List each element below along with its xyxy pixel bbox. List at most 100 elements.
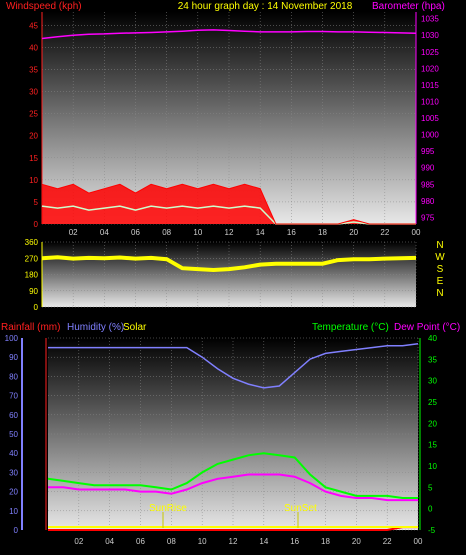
windspeed-tick-label: 0 — [34, 220, 39, 229]
wind-x-tick-label: 22 — [380, 228, 389, 237]
barometer-tick-label: 985 — [421, 180, 435, 189]
temperature-tick-label: 35 — [428, 355, 437, 364]
temperature-tick-label: 25 — [428, 398, 437, 407]
compass-label: S — [437, 264, 444, 275]
rainfall-line — [48, 526, 418, 531]
humidity-line — [48, 343, 419, 389]
humidity-tick-label: 100 — [5, 334, 19, 343]
barometer-line — [41, 29, 417, 40]
compass-label: E — [437, 276, 444, 287]
temperature-x-tick-label: 14 — [259, 537, 268, 546]
humidity-tick-label: 10 — [9, 507, 18, 516]
temperature-x-tick-label: 08 — [167, 537, 176, 546]
sunset-label: SunSet — [284, 503, 317, 514]
windspeed-tick-label: 40 — [29, 43, 38, 52]
direction-tick-label: 180 — [25, 271, 39, 280]
humidity-axis-title: Humidity (%) — [67, 322, 124, 333]
wind-x-tick-label: 10 — [193, 228, 202, 237]
humidity-axis: 0 10 20 30 40 50 60 70 80 90 100 — [5, 334, 47, 535]
windspeed-tick-label: 10 — [29, 176, 38, 185]
humidity-tick-label: 0 — [14, 526, 19, 535]
graph-title: 24 hour graph day : 14 November 2018 — [178, 1, 353, 12]
direction-panel-grid — [42, 241, 417, 308]
humidity-tick-label: 30 — [9, 468, 18, 477]
barometer-tick-label: 995 — [421, 147, 435, 156]
temperature-line — [47, 452, 418, 499]
barometer-tick-label: 990 — [421, 164, 435, 173]
wind-x-tick-label: 14 — [256, 228, 265, 237]
wind-x-tick-label: 20 — [349, 228, 358, 237]
temperature-tick-label: 20 — [428, 419, 437, 428]
dewpoint-line — [48, 473, 418, 502]
temperature-axis-title: Temperature (°C) — [312, 322, 389, 333]
direction-series — [41, 255, 417, 273]
wind-x-tick-label: 16 — [287, 228, 296, 237]
temperature-panel-x-axis: 02 04 06 08 10 12 14 16 18 20 22 00 — [74, 537, 423, 546]
temperature-tick-label: 40 — [428, 334, 437, 343]
temperature-tick-label: -5 — [428, 526, 436, 535]
temperature-x-tick-label: 10 — [198, 537, 207, 546]
windspeed-tick-label: 30 — [29, 88, 38, 97]
humidity-tick-label: 90 — [9, 353, 18, 362]
temperature-tick-label: 15 — [428, 441, 437, 450]
direction-tick-label: 0 — [34, 303, 39, 312]
sunrise-label: SunRise — [149, 503, 187, 514]
windspeed-area — [42, 184, 416, 224]
barometer-tick-label: 1030 — [421, 31, 439, 40]
barometer-tick-label: 1020 — [421, 64, 439, 73]
temperature-tick-label: 5 — [428, 483, 433, 492]
barometer-tick-label: 980 — [421, 197, 435, 206]
windspeed-tick-label: 45 — [29, 21, 38, 30]
temperature-x-tick-label: 22 — [383, 537, 392, 546]
solar-axis-title: Solar — [123, 322, 147, 333]
wind-direction-line — [41, 255, 417, 273]
humidity-tick-label: 70 — [9, 392, 18, 401]
direction-tick-label: 90 — [29, 287, 38, 296]
temperature-tick-label: 0 — [428, 505, 433, 514]
barometer-tick-label: 1035 — [421, 15, 439, 24]
wind-x-tick-label: 04 — [100, 228, 109, 237]
humidity-tick-label: 40 — [9, 449, 18, 458]
dewpoint-axis-title: Dew Point (°C) — [394, 322, 460, 333]
direction-tick-label: 270 — [25, 254, 39, 263]
barometer-axis: 975 980 985 990 995 1000 1005 1010 1015 1020 1025 1… — [415, 12, 439, 224]
temperature-x-tick-label: 20 — [352, 537, 361, 546]
barometer-axis-title: Barometer (hpa) — [372, 1, 445, 12]
temperature-tick-label: 30 — [428, 377, 437, 386]
wind-x-tick-label: 06 — [131, 228, 140, 237]
humidity-tick-label: 50 — [9, 430, 18, 439]
barometer-tick-label: 1005 — [421, 114, 439, 123]
compass-label: W — [435, 252, 445, 263]
windspeed-tick-label: 20 — [29, 132, 38, 141]
temperature-x-tick-label: 02 — [74, 537, 83, 546]
windspeed-axis-title: Windspeed (kph) — [6, 1, 82, 12]
temperature-x-tick-label: 18 — [321, 537, 330, 546]
temperature-axis: -5 0 5 10 15 20 25 30 35 40 — [419, 334, 437, 535]
compass-label: N — [436, 288, 443, 299]
temperature-x-tick-label: 16 — [290, 537, 299, 546]
wind-x-tick-label: 18 — [318, 228, 327, 237]
temperature-x-tick-label: 06 — [136, 537, 145, 546]
barometer-tick-label: 1015 — [421, 81, 439, 90]
windspeed-axis: 0 5 10 15 20 25 30 35 40 45 — [29, 12, 43, 229]
direction-tick-label: 360 — [25, 238, 39, 247]
rainfall-axis-title: Rainfall (mm) — [1, 322, 60, 333]
temperature-x-tick-label: 04 — [105, 537, 114, 546]
barometer-tick-label: 1025 — [421, 48, 439, 57]
humidity-tick-label: 80 — [9, 372, 18, 381]
wind-x-tick-label: 12 — [225, 228, 234, 237]
barometer-tick-label: 1000 — [421, 131, 439, 140]
humidity-tick-label: 60 — [9, 411, 18, 420]
wind-panel-x-axis: 02 04 06 08 10 12 14 16 18 20 22 00 — [69, 228, 421, 237]
windspeed-tick-label: 15 — [29, 154, 38, 163]
barometer-tick-label: 975 — [421, 213, 435, 222]
temperature-x-tick-label: 00 — [414, 537, 423, 546]
temperature-x-tick-label: 12 — [229, 537, 238, 546]
temperature-series — [47, 343, 419, 531]
wind-x-tick-label: 08 — [162, 228, 171, 237]
windspeed-tick-label: 25 — [29, 110, 38, 119]
compass-label: N — [436, 240, 443, 251]
temperature-tick-label: 10 — [428, 462, 437, 471]
